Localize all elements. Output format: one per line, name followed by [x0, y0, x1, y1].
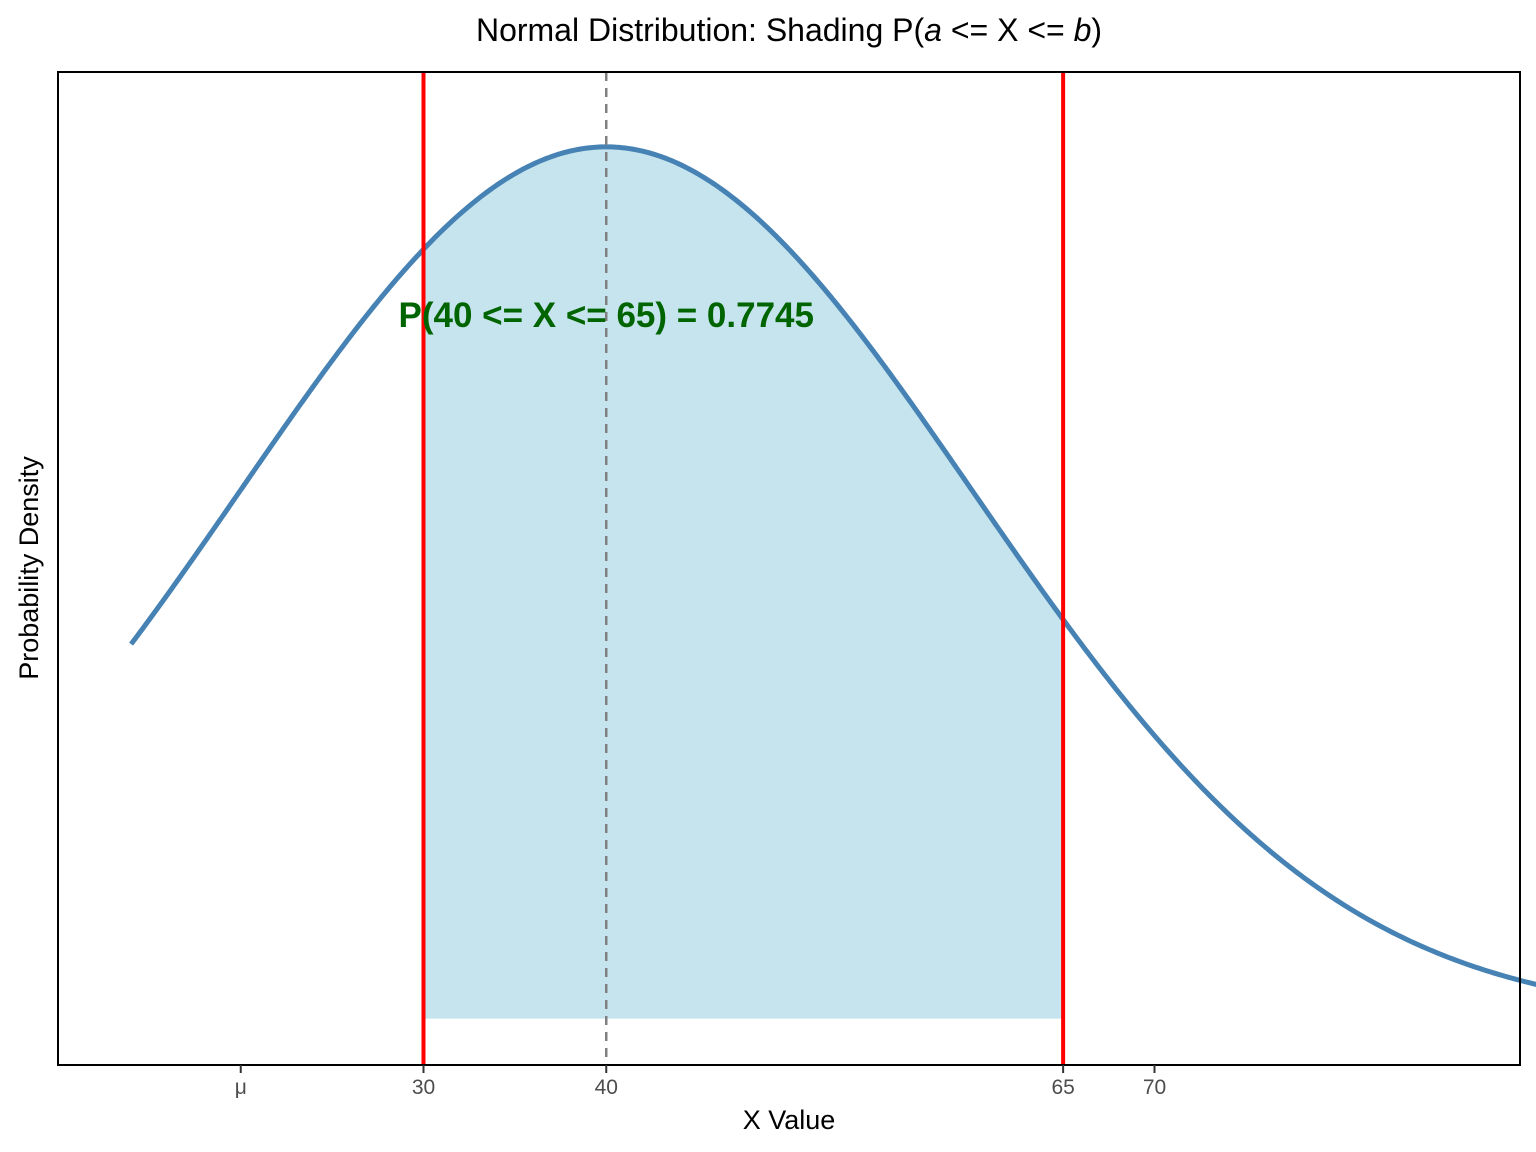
density-curve [129, 144, 1536, 987]
title-b: b [1074, 12, 1092, 48]
probability-annotation: P(40 <= X <= 65) = 0.7745 [399, 296, 814, 335]
chart-title: Normal Distribution: Shading P(a <= X <=… [476, 12, 1102, 48]
plot-border [57, 71, 1521, 1066]
y-axis-label: Probability Density [14, 456, 44, 680]
x-tick-label: 40 [595, 1076, 618, 1099]
x-tick-label: 30 [412, 1076, 435, 1099]
x-axis-label: X Value [743, 1105, 836, 1135]
x-axis-ticks: μ 30 40 65 70 [235, 1065, 1166, 1099]
x-tick-label: 65 [1051, 1076, 1074, 1099]
x-tick-label: 70 [1143, 1076, 1166, 1099]
title-suffix: ) [1091, 12, 1102, 48]
title-middle: <= X <= [942, 12, 1074, 48]
title-prefix: Normal Distribution: Shading P( [476, 12, 925, 48]
title-a: a [924, 12, 942, 48]
shaded-probability-area [423, 146, 1064, 1019]
x-tick-label: μ [235, 1076, 247, 1099]
plot-area: P(40 <= X <= 65) = 0.7745 [129, 72, 1536, 1065]
